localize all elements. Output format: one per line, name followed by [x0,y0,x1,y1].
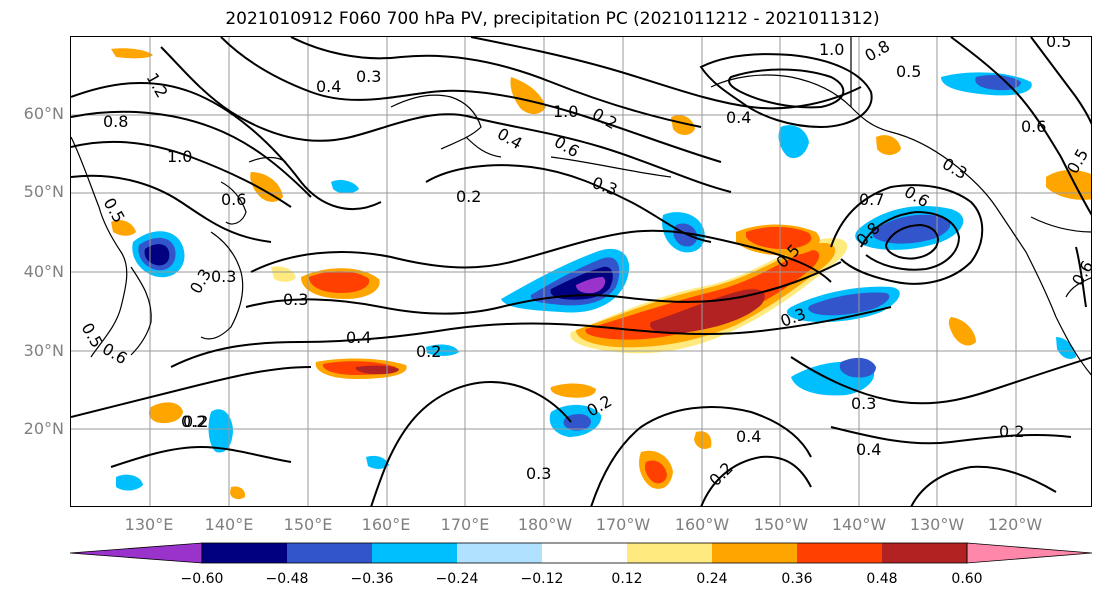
contour-label: 0.8 [862,37,894,65]
lon-label-140e: 140°E [204,515,254,534]
contour-label: 0.6 [1021,117,1046,136]
map-title: 2021010912 F060 700 hPa PV, precipitatio… [225,9,880,29]
colorbar-bin [797,543,882,563]
contour-label: 0.5 [896,62,921,81]
contour-label: 0.4 [856,440,881,459]
colorbar-bin [542,543,627,563]
colorbar-tick: 0.12 [611,571,643,587]
colorbar-bin [712,543,797,563]
map-svg: 1.2 0.8 1.0 0.5 0.6 0.3 0.2 0.4 0.3 0.2 … [71,37,1092,506]
contour-label: 0.3 [939,154,971,183]
colorbar-tick: −0.24 [435,571,479,587]
contour-label: 0.6 [99,339,131,368]
contour-label: 0.2 [589,104,621,133]
colorbar-tick: −0.36 [350,571,394,587]
colorbar-bin [202,543,287,563]
lon-label-120w: 120°W [987,515,1043,534]
contour-labels: 1.2 0.8 1.0 0.5 0.6 0.3 0.2 0.4 0.3 0.2 … [78,37,1092,490]
colorbar-tick: −0.48 [265,571,309,587]
colorbar-tick: 0.48 [866,571,898,587]
contour-label: 1.0 [819,40,844,59]
lon-label-180w: 180°W [517,515,573,534]
lon-label-130e: 130°E [124,515,174,534]
lon-label-170e: 170°E [440,515,490,534]
contour-label: 0.6 [221,190,246,209]
contour-label: 0.4 [726,108,751,127]
lat-label-40: 40°N [23,262,64,281]
contour-label: 0.3 [851,394,876,413]
contour-label: 0.3 [526,464,551,483]
lon-label-160w: 160°W [674,515,730,534]
contour-label: 1.0 [167,147,192,166]
contour-label: 0.8 [103,112,128,131]
colorbar-bin [882,543,967,563]
contour-label: 0.4 [316,77,341,96]
colorbar-tick: 0.24 [696,571,728,587]
lon-label-150w: 150°W [753,515,809,534]
colorbar-bin [372,543,457,563]
contour-label: 0.4 [736,427,761,446]
contour-label: 0.6 [1068,257,1092,289]
lat-label-30: 30°N [23,341,64,360]
contour-label: 0.4 [346,328,371,347]
colorbar-tick: −0.12 [520,571,564,587]
map-plot-area: 1.2 0.8 1.0 0.5 0.6 0.3 0.2 0.4 0.3 0.2 … [70,36,1092,507]
lon-label-140w: 140°W [831,515,887,534]
lon-label-170w: 170°W [595,515,651,534]
lon-label-130w: 130°W [909,515,965,534]
contour-label: 0.5 [1046,37,1071,51]
contour-label: 0.6 [551,132,583,161]
colorbar-tick: −0.60 [180,571,224,587]
colorbar-bin [287,543,372,563]
contour-label: 0.3 [283,290,308,309]
lat-label-60: 60°N [23,104,64,123]
contour-label: 0.2 [705,458,736,489]
contour-label: 0.2 [183,412,208,431]
contour-label: 0.2 [999,422,1024,441]
contour-label: 0.5 [78,320,107,352]
contour-label: 1.0 [553,102,578,121]
lat-label-50: 50°N [23,182,64,201]
colorbar-extend-high [966,542,1092,564]
lon-label-160e: 160°E [361,515,411,534]
contour-label: 0.3 [356,67,381,86]
contour-label: 0.2 [456,187,481,206]
pv-contours [71,37,1091,506]
contour-label: 0.3 [211,267,236,286]
contour-label: 0.2 [416,342,441,361]
colorbar-bin [457,543,542,563]
contour-label: 1.2 [143,70,172,102]
lat-label-20: 20°N [23,419,64,438]
coastlines [71,37,1091,376]
colorbar-tick: 0.36 [781,571,813,587]
colorbar-tick: 0.60 [951,571,983,587]
contour-label: 0.7 [859,190,884,209]
colorbar-extend-low [70,542,203,564]
colorbar-bin [627,543,712,563]
lon-label-150e: 150°E [283,515,333,534]
colorbar [70,542,1092,564]
contour-label: 0.2 [181,412,206,431]
